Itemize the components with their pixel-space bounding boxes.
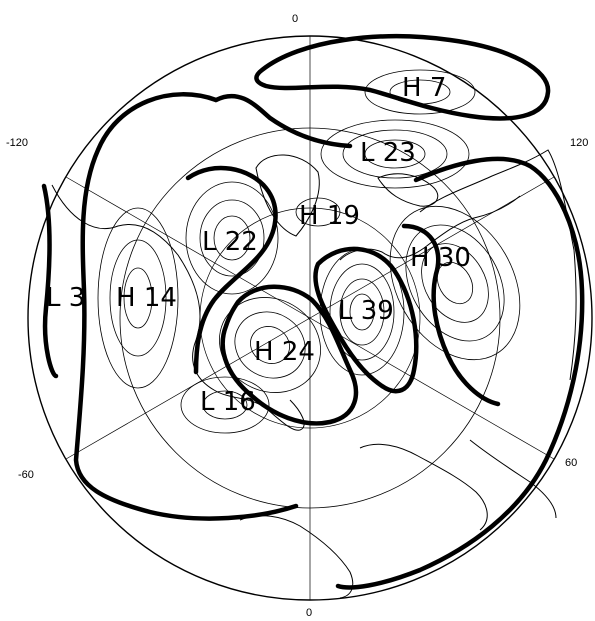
contour-outer-west: [73, 92, 299, 521]
contour-around-l39: [313, 246, 419, 394]
contour-east-big: [335, 156, 585, 590]
center-l16: L 16: [200, 387, 256, 417]
arctic-islands-outline: [377, 173, 439, 207]
north-america-outline: [51, 184, 305, 431]
thick-zero-contours: [41, 34, 585, 590]
center-l23: L 23: [360, 138, 416, 168]
south-asia-outline: [469, 439, 557, 519]
center-l3: L 3: [46, 283, 85, 313]
lon-label-120: 120: [570, 137, 588, 149]
center-h7: H 7: [402, 73, 446, 103]
center-h19: H 19: [299, 201, 360, 231]
asia-outline: [419, 149, 577, 381]
lon-label-bottom: 0: [306, 607, 312, 619]
lon-label-minus120: -120: [6, 137, 28, 149]
africa-outline: [359, 443, 488, 531]
contour-north-arc: [213, 93, 353, 149]
greenland-outline: [255, 154, 320, 237]
meridian-lines: [65, 36, 555, 600]
center-l39: L 39: [338, 296, 394, 326]
lon-label-60: 60: [565, 457, 577, 469]
contour-around-h24: [220, 284, 359, 426]
pressure-centers: H 7 L 23 H 19 L 22 H 30 L 3 H 14 L 39 H …: [46, 73, 471, 417]
contour-around-l22-h24: [185, 165, 278, 375]
center-h30: H 30: [410, 243, 471, 273]
contour-h7-2: [364, 69, 476, 115]
lon-label-top: 0: [292, 13, 298, 25]
contour-between-l39-h30: [401, 223, 501, 407]
thin-contours: [97, 69, 521, 434]
center-l22: L 22: [202, 227, 258, 257]
contour-around-h7: [254, 34, 551, 121]
contour-pacific-low: [41, 183, 59, 379]
center-h24: H 24: [254, 337, 315, 367]
center-h14: H 14: [116, 283, 177, 313]
longitude-labels: 0 -120 120 -60 60 0: [6, 13, 588, 619]
lon-label-minus60: -60: [18, 469, 34, 481]
